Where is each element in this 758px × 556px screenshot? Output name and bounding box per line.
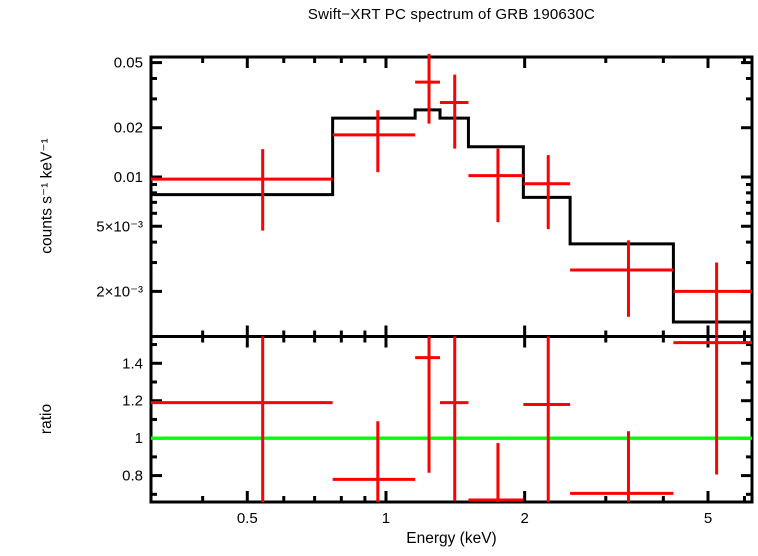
tick-label: 1.4 bbox=[122, 355, 143, 372]
model-step-line bbox=[151, 108, 752, 324]
tick-label: 0.01 bbox=[114, 169, 143, 186]
counts-axis-ticks bbox=[151, 61, 752, 293]
tick-label: 2×10⁻³ bbox=[96, 283, 143, 300]
x-axis-ticks bbox=[201, 57, 746, 502]
tick-label: 1.2 bbox=[122, 393, 143, 410]
x-axis-tick-labels: 0.5 1 2 5 bbox=[237, 510, 712, 527]
tick-label: 5 bbox=[704, 510, 712, 527]
tick-label: 0.5 bbox=[237, 510, 258, 527]
tick-label: 1 bbox=[135, 430, 143, 447]
tick-label: 2 bbox=[520, 510, 528, 527]
tick-label: 5×10⁻³ bbox=[96, 218, 143, 235]
ratio-data-points bbox=[151, 336, 752, 502]
model-histogram bbox=[151, 108, 752, 324]
chart-title: Swift−XRT PC spectrum of GRB 190630C bbox=[307, 6, 596, 23]
ratio-axis-tick-labels: 1.4 1.2 1 0.8 bbox=[122, 355, 143, 484]
tick-label: 0.8 bbox=[122, 468, 143, 485]
counts-axis-tick-labels: 0.05 0.02 0.01 5×10⁻³ 2×10⁻³ bbox=[96, 55, 143, 301]
tick-label: 0.05 bbox=[114, 55, 143, 72]
x-axis-label: Energy (keV) bbox=[406, 530, 497, 547]
spectrum-data-points bbox=[151, 53, 752, 336]
panel-frames bbox=[149, 55, 754, 504]
tick-label: 0.02 bbox=[114, 120, 143, 137]
ratio-axis-ticks bbox=[151, 343, 752, 496]
tick-label: 1 bbox=[382, 510, 390, 527]
